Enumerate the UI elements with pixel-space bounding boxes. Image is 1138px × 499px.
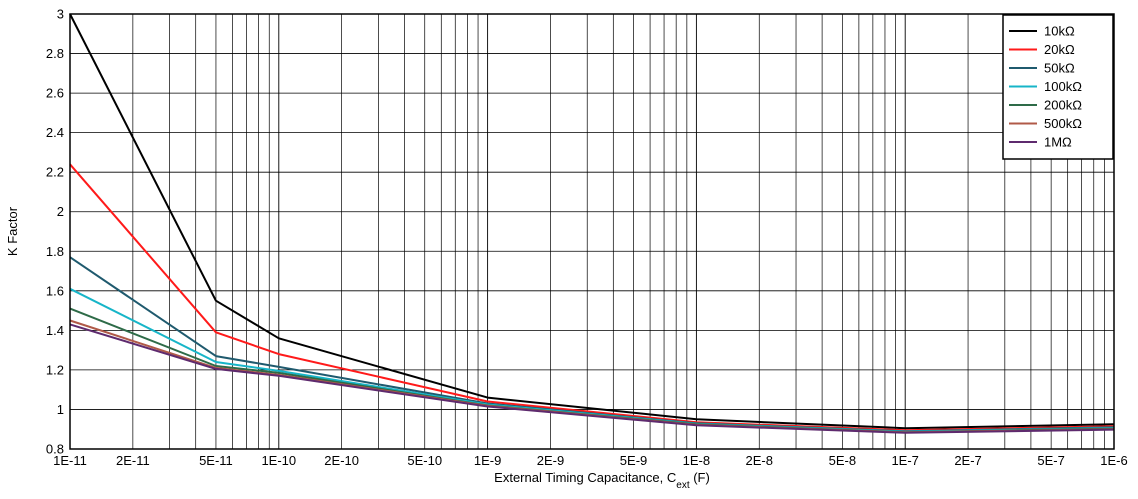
x-tick-label: 5E-11 xyxy=(199,453,233,468)
y-tick-label: 1.6 xyxy=(46,283,64,298)
legend-label: 500kΩ xyxy=(1044,116,1082,131)
series-line xyxy=(69,256,1115,433)
legend-label: 50kΩ xyxy=(1044,61,1075,76)
x-tick-label: 5E-8 xyxy=(829,453,856,468)
x-tick-label: 2E-9 xyxy=(537,453,564,468)
series-lines xyxy=(69,13,1115,434)
x-tick-label: 2E-11 xyxy=(116,453,150,468)
legend-label: 10kΩ xyxy=(1044,24,1075,39)
legend-label: 20kΩ xyxy=(1044,42,1075,57)
legend: 10kΩ 20kΩ 50kΩ 100kΩ 200kΩ 500kΩ 1MΩ xyxy=(1002,14,1114,160)
y-tick-label: 2.8 xyxy=(46,46,64,61)
y-tick-label: 2.2 xyxy=(46,165,64,180)
y-tick-label: 1.4 xyxy=(46,323,64,338)
y-tick-label: 2.6 xyxy=(46,86,64,101)
x-tick-label: 1E-11 xyxy=(53,453,87,468)
legend-label: 1MΩ xyxy=(1044,135,1072,150)
x-tick-label: 2E-8 xyxy=(746,453,773,468)
x-axis-label-unit: (F) xyxy=(690,470,710,485)
y-tick-label: 1.2 xyxy=(46,362,64,377)
y-axis-label: K Factor xyxy=(5,206,20,256)
y-tick-label: 1 xyxy=(57,402,64,417)
series-line xyxy=(69,287,1115,433)
x-tick-label: 5E-9 xyxy=(620,453,647,468)
grid xyxy=(69,13,1114,450)
y-tick-label: 1.8 xyxy=(46,244,64,259)
y-tick-label: 3 xyxy=(57,7,64,22)
x-axis-label-main: External Timing Capacitance, C xyxy=(494,470,676,485)
x-tick-label: 1E-6 xyxy=(1100,453,1127,468)
series-line xyxy=(69,323,1115,434)
x-tick-label: 5E-10 xyxy=(407,453,442,468)
x-tick-label: 2E-7 xyxy=(954,453,981,468)
series-line xyxy=(69,163,1115,432)
x-tick-label: 1E-9 xyxy=(474,453,501,468)
series-line xyxy=(69,13,1115,430)
x-tick-label: 5E-7 xyxy=(1037,453,1064,468)
x-tick-label: 1E-8 xyxy=(683,453,710,468)
legend-label: 100kΩ xyxy=(1044,79,1082,94)
x-tick-labels: 1E-11 2E-11 5E-11 1E-10 2E-10 5E-10 1E-9 2E-9 5E… xyxy=(53,453,1128,468)
y-tick-label: 0.8 xyxy=(46,442,64,457)
plot-frame xyxy=(69,13,1115,450)
y-tick-label: 2.4 xyxy=(46,125,64,140)
y-tick-labels: 0.8 1 1.2 1.4 1.6 1.8 2 2.2 2.4 2.6 2.8 3 xyxy=(46,7,64,457)
legend-label: 200kΩ xyxy=(1044,98,1082,113)
x-tick-label: 1E-7 xyxy=(891,453,918,468)
x-tick-label: 2E-10 xyxy=(324,453,359,468)
y-tick-label: 2 xyxy=(57,204,64,219)
x-tick-label: 1E-10 xyxy=(261,453,296,468)
x-axis-label-subscript: ext xyxy=(676,480,690,491)
x-axis-label: External Timing Capacitance, Cext (F) xyxy=(494,470,710,491)
